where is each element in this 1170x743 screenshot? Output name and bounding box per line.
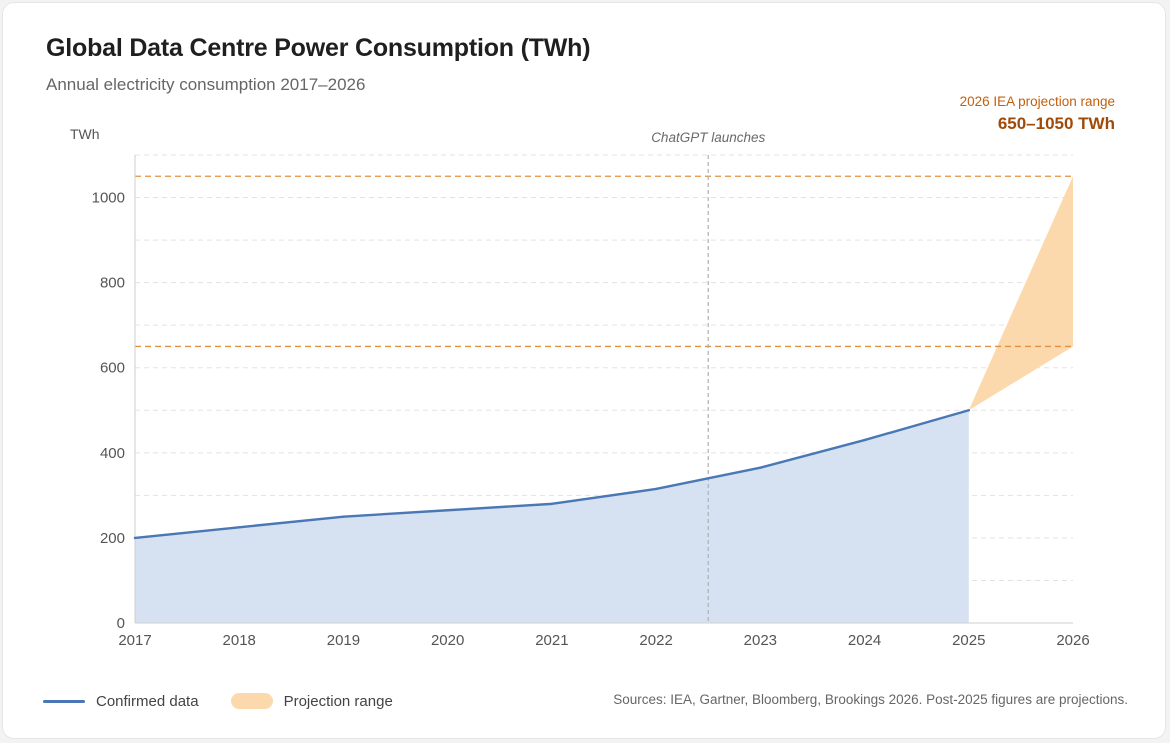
legend-swatch-projection xyxy=(230,693,273,709)
area-layer xyxy=(135,176,1073,623)
legend: Confirmed data Projection range xyxy=(43,690,425,712)
projection-reference-lines xyxy=(135,175,1073,348)
confirmed-point-2019 xyxy=(342,515,345,518)
y-tick-1000: 1000 xyxy=(92,190,125,207)
x-tick-2023: 2023 xyxy=(744,632,777,649)
legend-item-projection: Projection range xyxy=(230,692,393,710)
chart-title: Global Data Centre Power Consumption (TW… xyxy=(46,34,591,62)
chart-subtitle: Annual electricity consumption 2017–2026 xyxy=(46,75,366,94)
legend-label-projection: Projection range xyxy=(283,692,393,710)
legend-label-confirmed: Confirmed data xyxy=(96,692,199,710)
x-tick-2025: 2025 xyxy=(952,632,985,649)
confirmed-area xyxy=(135,410,969,623)
confirmed-point-2022 xyxy=(654,487,658,491)
x-tick-2022: 2022 xyxy=(639,632,672,649)
x-tick-2024: 2024 xyxy=(848,632,881,649)
confirmed-point-2020 xyxy=(446,509,449,512)
confirmed-point-2025 xyxy=(967,409,970,412)
legend-item-confirmed: Confirmed data xyxy=(43,693,199,710)
y-tick-400: 400 xyxy=(100,445,125,462)
y-tick-200: 200 xyxy=(100,530,125,547)
annotation-layer: ChatGPT launches xyxy=(651,130,765,623)
confirmed-point-2018 xyxy=(238,526,241,529)
x-tick-2026: 2026 xyxy=(1056,632,1089,649)
x-tick-2017: 2017 xyxy=(118,632,151,649)
projection-range-label: 2026 IEA projection range xyxy=(959,94,1115,109)
chatgpt-launch-label: ChatGPT launches xyxy=(651,130,765,145)
confirmed-point-2023 xyxy=(759,466,762,469)
projection-range-area xyxy=(968,176,1073,411)
sources-note: Sources: IEA, Gartner, Bloomberg, Brooki… xyxy=(613,692,1128,707)
x-tick-2020: 2020 xyxy=(431,632,464,649)
legend-swatch-confirmed xyxy=(43,699,85,703)
x-tick-2019: 2019 xyxy=(327,632,360,649)
x-tick-2018: 2018 xyxy=(223,632,256,649)
confirmed-point-2017 xyxy=(133,536,137,540)
x-tick-2021: 2021 xyxy=(535,632,568,649)
y-tick-0: 0 xyxy=(117,615,125,632)
y-tick-600: 600 xyxy=(100,360,125,377)
confirmed-point-2024 xyxy=(863,438,866,442)
confirmed-point-2021 xyxy=(550,502,554,506)
y-axis-label: TWh xyxy=(70,126,100,142)
projection-range-value: 650–1050 TWh xyxy=(997,114,1115,133)
y-tick-800: 800 xyxy=(100,275,125,292)
axes: 0 200 400 600 800 1000 2017 2018 2019 2020 2021 202… xyxy=(92,155,1090,649)
series-line-layer xyxy=(133,409,970,540)
